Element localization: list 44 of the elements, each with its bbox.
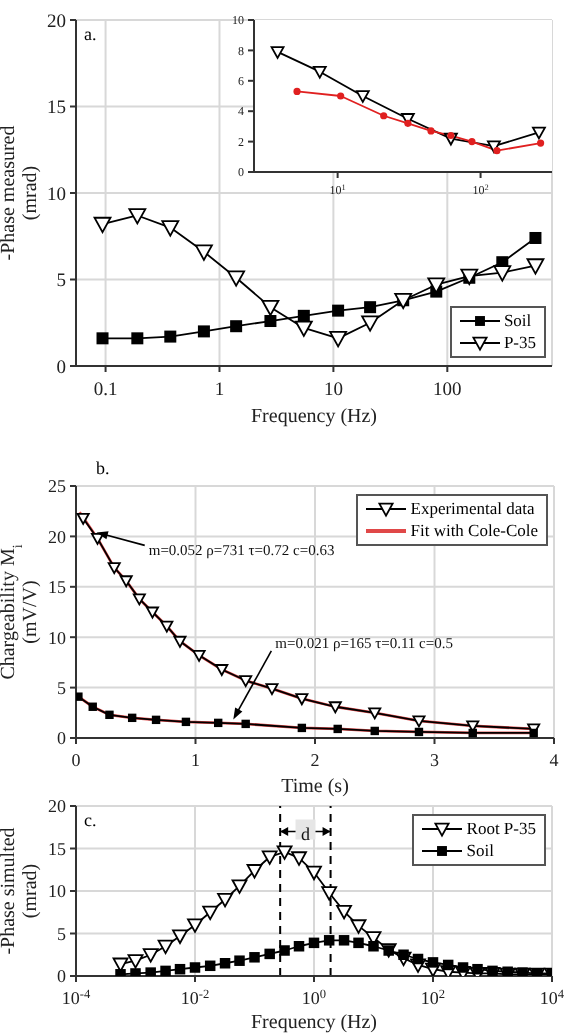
legend-label: Fit with Cole-Cole: [410, 520, 538, 542]
x-tick-label: 2: [310, 750, 320, 770]
x-axis-title: Frequency (Hz): [250, 406, 378, 428]
annotation: d: [301, 823, 312, 844]
legend-label: P-35: [503, 332, 536, 354]
y-tick-label: 5: [57, 677, 67, 698]
y-tick-label: 10: [48, 881, 67, 902]
x-tick-label: 3: [430, 750, 440, 770]
y-tick-label: 15: [47, 99, 67, 120]
x-tick-label: 0.1: [93, 381, 118, 401]
y-axis-title: -Phase measured (mrad): [0, 125, 42, 261]
x-tick-label: 1: [191, 750, 200, 770]
y-tick-label: 20: [47, 12, 67, 33]
x-tick-label: 10$^{0}$: [301, 987, 327, 1008]
y-tick-label: 5: [57, 923, 67, 944]
x-axis-title: Time (s): [281, 776, 349, 798]
y-tick-label: 0: [57, 966, 67, 987]
y-tick-label: 10: [48, 627, 67, 648]
legend-label: Experimental data: [410, 498, 535, 520]
x-tick-label: 10$^{-2}$: [180, 987, 210, 1008]
x-tick-label: 10: [323, 381, 344, 401]
y-tick-label: 5: [56, 272, 67, 293]
y-tick-label: 15: [48, 577, 67, 598]
legend-label: Soil: [503, 310, 532, 332]
x-tick-label: 100: [433, 381, 463, 401]
text: b.: [96, 458, 110, 478]
x-axis-title: Frequency (Hz): [250, 1012, 378, 1034]
x-tick-label: 10$^{4}$: [539, 987, 566, 1008]
y-tick-label: 0: [56, 358, 67, 379]
y-tick-label: 20: [48, 796, 67, 817]
y-tick-label: 0: [57, 728, 67, 749]
x-tick-label: 0: [71, 750, 82, 770]
annotation: a.: [84, 24, 97, 44]
x-tick-label: 10$^{2}$: [420, 987, 446, 1008]
y-tick-label: 15: [48, 838, 67, 859]
y-axis-title: -Phase simulted (mrad): [0, 827, 42, 955]
y-tick-label: 25: [48, 476, 67, 497]
y-tick-label: 20: [48, 526, 67, 547]
x-tick-label: 4: [549, 750, 560, 770]
legend-label: Soil: [466, 840, 494, 862]
legend-label: Root P-35: [466, 818, 536, 840]
x-tick-label: 1: [214, 381, 225, 401]
x-tick-label: 10$^{-4}$: [61, 987, 92, 1008]
annotation: c.: [84, 810, 97, 830]
